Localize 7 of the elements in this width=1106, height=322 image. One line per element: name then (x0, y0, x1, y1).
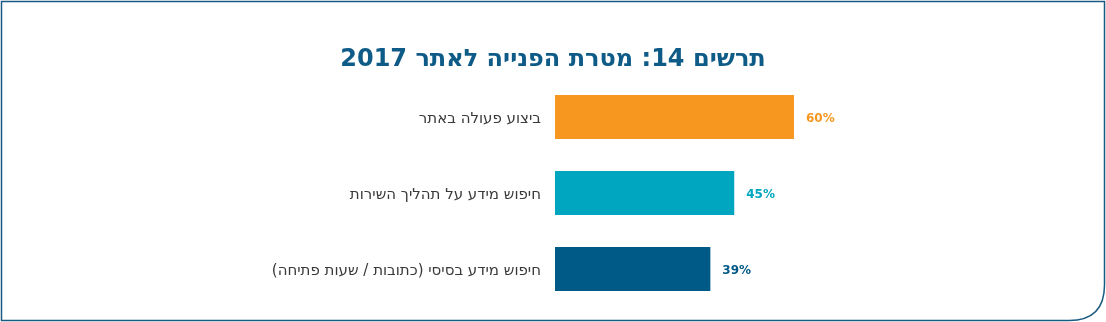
y-tick-label: חיפוש מידע על תהליך השירות (349, 185, 541, 203)
y-tick-label: חיפוש מידע בסיסי (כתובות / שעות פתיחה) (271, 261, 541, 279)
chart-title: תרשים 14: מטרת הפנייה לאתר 2017 (340, 44, 766, 72)
y-tick-label: ביצוע פעולה באתר (418, 109, 542, 127)
data-label: 60% (806, 111, 835, 125)
data-label: 45% (746, 187, 775, 201)
data-label: 39% (722, 263, 752, 277)
